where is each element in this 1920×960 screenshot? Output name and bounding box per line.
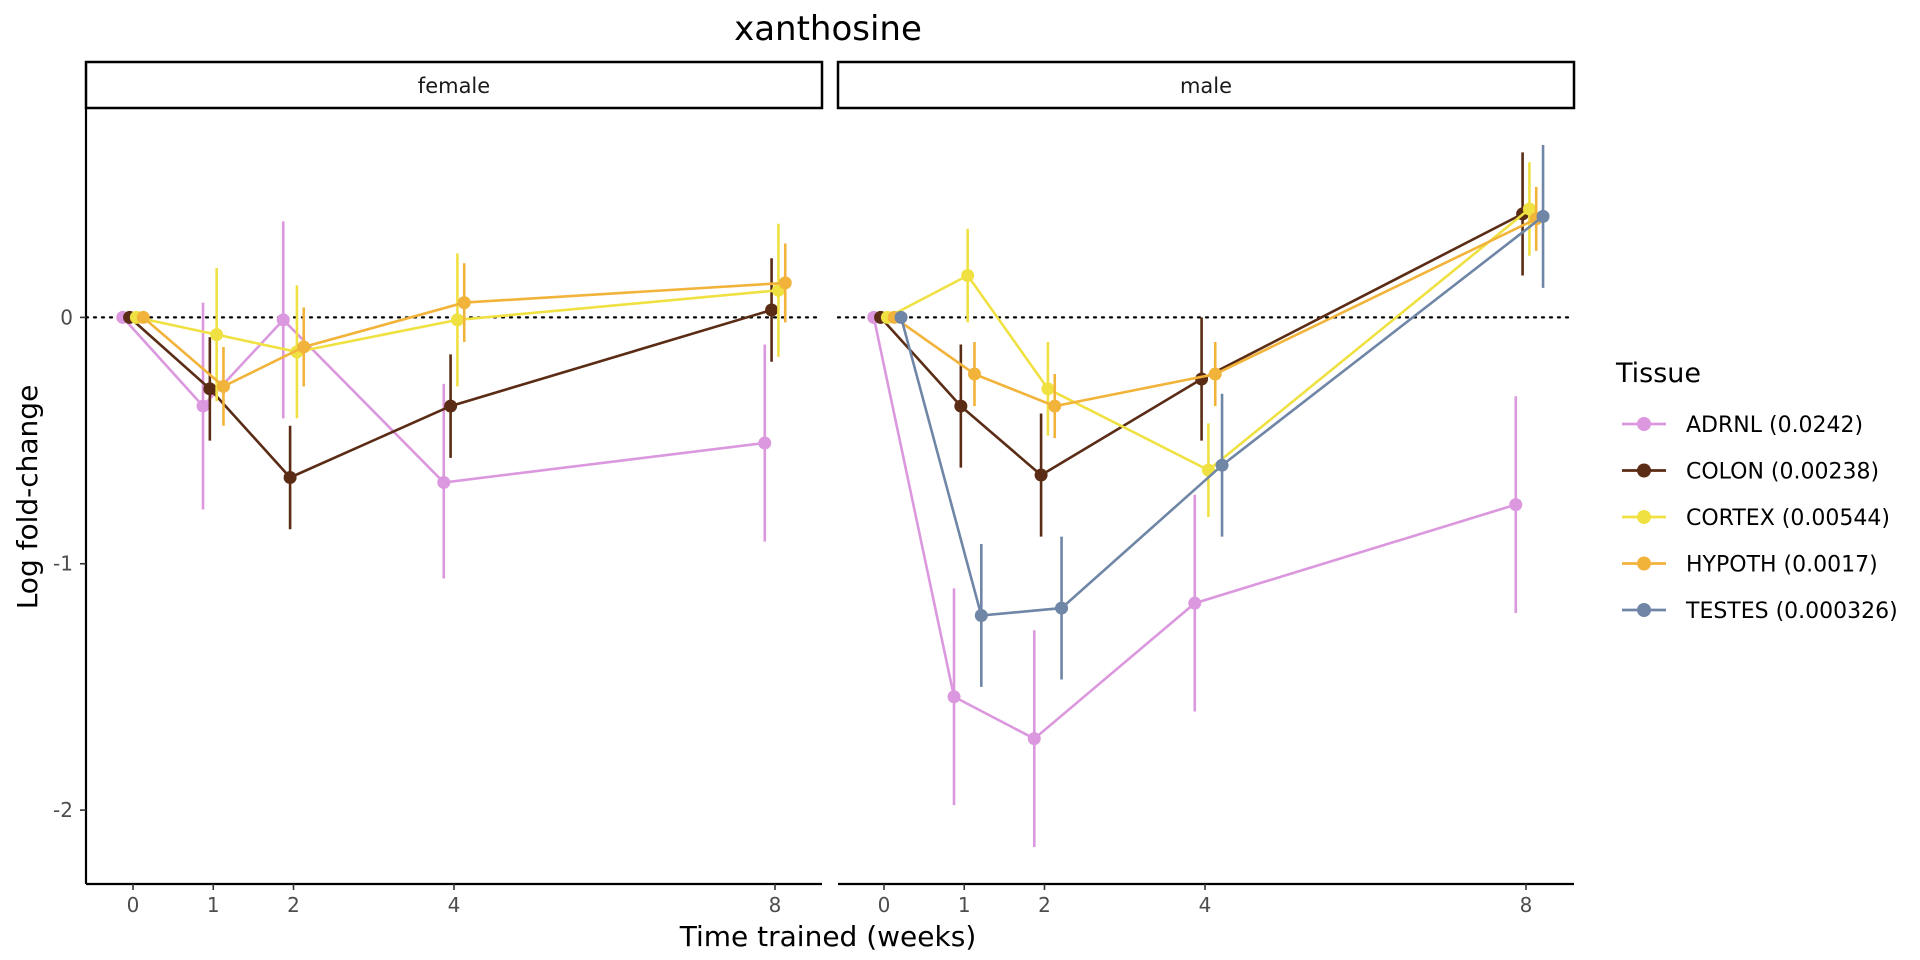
data-point <box>778 276 792 290</box>
x-tick-label: 2 <box>1038 893 1051 917</box>
data-point <box>1215 458 1229 472</box>
x-tick-label: 0 <box>878 893 891 917</box>
data-point <box>765 303 779 317</box>
series-hypoth <box>136 243 792 426</box>
data-point <box>1034 468 1048 482</box>
panel-male: male 0 1 2 4 8 <box>836 60 1576 917</box>
data-point <box>276 313 290 327</box>
data-point <box>437 475 451 489</box>
legend-key-point <box>1637 556 1651 571</box>
legend-label: HYPOTH (0.0017) <box>1686 553 1878 578</box>
x-tick-label: 1 <box>207 893 220 917</box>
y-tick-label: -1 <box>53 552 73 576</box>
data-point <box>450 313 464 327</box>
data-point <box>758 436 772 450</box>
legend-item: TESTES (0.000326) <box>1622 599 1898 624</box>
legend-key-point <box>1637 510 1651 524</box>
data-point <box>203 382 217 396</box>
legend-label: CORTEX (0.00544) <box>1686 506 1890 531</box>
x-tick-label: 0 <box>127 893 140 917</box>
legend-title: Tissue <box>1615 358 1701 389</box>
x-tick-label: 4 <box>448 893 461 917</box>
series-testes <box>894 144 1550 687</box>
data-point <box>1536 209 1550 223</box>
legend-label: ADRNL (0.0242) <box>1686 413 1863 438</box>
data-point <box>1208 367 1222 381</box>
data-point <box>283 471 297 485</box>
facet-strip-male <box>836 60 1576 110</box>
data-point <box>1188 596 1202 610</box>
data-point <box>967 367 981 381</box>
legend-key-point <box>1637 603 1651 617</box>
data-point <box>457 296 471 310</box>
series-cortex <box>880 162 1536 517</box>
data-point <box>974 608 988 622</box>
data-point <box>210 328 224 342</box>
facet-label-female: female <box>418 74 490 98</box>
x-tick-label: 4 <box>1199 893 1212 917</box>
data-point <box>1055 601 1069 615</box>
data-point <box>1048 399 1062 413</box>
x-tick-label: 2 <box>287 893 300 917</box>
data-point <box>894 310 908 324</box>
facet-label-male: male <box>1180 74 1232 98</box>
legend-key-point <box>1637 417 1651 431</box>
data-point <box>216 379 230 393</box>
series-adrnl <box>116 221 772 579</box>
legend-item: ADRNL (0.0242) <box>1622 413 1863 438</box>
facet-strip-female <box>84 60 824 110</box>
data-point <box>1509 498 1523 512</box>
legend-label: COLON (0.00238) <box>1686 460 1879 485</box>
y-tick-label: -2 <box>53 798 73 822</box>
panel-female: female 0 -1 -2 0 1 2 4 8 <box>53 60 824 917</box>
data-point <box>1041 382 1055 396</box>
x-tick-label: 1 <box>958 893 971 917</box>
legend: Tissue ADRNL (0.0242) COLON (0.00238) CORT… <box>1615 358 1898 624</box>
series-adrnl <box>867 310 1523 848</box>
data-point <box>444 399 458 413</box>
data-point <box>947 690 961 704</box>
data-point <box>1027 732 1041 746</box>
data-point <box>954 399 968 413</box>
data-point <box>297 340 311 354</box>
data-point <box>136 310 150 324</box>
x-tick-label: 8 <box>769 893 782 917</box>
y-tick-label: 0 <box>60 305 73 329</box>
data-point <box>196 399 210 413</box>
series-hypoth <box>887 186 1543 439</box>
data-point <box>1522 202 1536 216</box>
legend-item: HYPOTH (0.0017) <box>1622 553 1878 578</box>
x-axis-title: Time trained (weeks) <box>679 920 977 953</box>
legend-label: TESTES (0.000326) <box>1685 599 1898 624</box>
y-axis-title: Log fold-change <box>11 385 44 610</box>
legend-item: COLON (0.00238) <box>1622 460 1879 485</box>
series-colon <box>123 258 779 530</box>
legend-item: CORTEX (0.00544) <box>1622 506 1890 531</box>
chart-title: xanthosine <box>734 9 922 49</box>
panels-layer: female 0 -1 -2 0 1 2 4 8 male 0 1 2 4 8 <box>53 60 1576 917</box>
legend-key-point <box>1637 463 1651 478</box>
series-colon <box>874 152 1530 537</box>
x-tick-label: 8 <box>1520 893 1533 917</box>
data-point <box>961 269 975 283</box>
